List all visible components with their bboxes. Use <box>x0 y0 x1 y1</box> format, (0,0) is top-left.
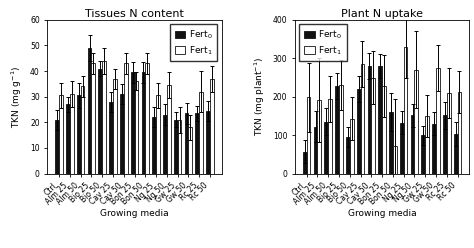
Bar <box>361 64 365 174</box>
Bar <box>152 117 156 174</box>
Bar <box>88 48 91 174</box>
Bar <box>404 47 408 174</box>
Bar <box>135 81 138 174</box>
Bar <box>454 134 457 174</box>
Legend: Fert$_0$, Fert$_1$: Fert$_0$, Fert$_1$ <box>300 24 346 61</box>
Y-axis label: TKN (mg plant$^{-1}$): TKN (mg plant$^{-1}$) <box>253 57 267 136</box>
Bar <box>70 94 73 174</box>
Bar <box>195 113 199 174</box>
Bar <box>410 115 414 174</box>
Bar <box>328 99 332 174</box>
Bar <box>156 95 160 174</box>
Bar <box>421 135 425 174</box>
Bar <box>367 66 371 174</box>
Bar <box>432 124 436 174</box>
Bar <box>146 63 149 174</box>
Bar <box>91 63 95 174</box>
Bar <box>389 112 393 174</box>
Bar <box>167 85 171 174</box>
Bar <box>324 122 328 174</box>
Bar <box>55 120 59 174</box>
Bar <box>185 113 189 174</box>
Bar <box>163 115 167 174</box>
Bar <box>199 92 203 174</box>
Bar <box>457 92 461 174</box>
Bar <box>371 77 375 174</box>
Bar <box>189 127 192 174</box>
Title: Tissues N content: Tissues N content <box>85 9 184 19</box>
Bar <box>66 104 70 174</box>
Bar <box>382 86 386 174</box>
Bar <box>314 127 318 174</box>
Bar <box>210 79 214 174</box>
Bar <box>109 102 113 174</box>
Bar <box>142 72 146 174</box>
Bar <box>59 95 63 174</box>
Bar <box>206 111 210 174</box>
X-axis label: Growing media: Growing media <box>348 210 417 218</box>
Bar <box>318 100 321 174</box>
Bar <box>178 120 182 174</box>
Bar <box>393 146 397 174</box>
Title: Plant N uptake: Plant N uptake <box>341 9 423 19</box>
Bar <box>357 89 361 174</box>
Bar <box>174 120 178 174</box>
Bar <box>447 93 451 174</box>
X-axis label: Growing media: Growing media <box>100 210 169 218</box>
Bar <box>436 68 440 174</box>
Y-axis label: TKN (mg g$^{-1}$): TKN (mg g$^{-1}$) <box>10 66 25 128</box>
Bar <box>131 72 135 174</box>
Bar <box>124 63 128 174</box>
Bar <box>350 119 354 174</box>
Bar <box>443 115 447 174</box>
Bar <box>400 123 404 174</box>
Bar <box>81 87 84 174</box>
Bar <box>307 97 310 174</box>
Bar <box>335 86 339 174</box>
Bar <box>378 66 382 174</box>
Bar <box>414 70 418 174</box>
Legend: Fert$_0$, Fert$_1$: Fert$_0$, Fert$_1$ <box>170 24 217 61</box>
Bar <box>77 95 81 174</box>
Bar <box>346 137 350 174</box>
Bar <box>339 85 343 174</box>
Bar <box>113 79 117 174</box>
Bar <box>99 68 102 174</box>
Bar <box>120 94 124 174</box>
Bar <box>102 61 106 174</box>
Bar <box>303 152 307 174</box>
Bar <box>425 116 429 174</box>
